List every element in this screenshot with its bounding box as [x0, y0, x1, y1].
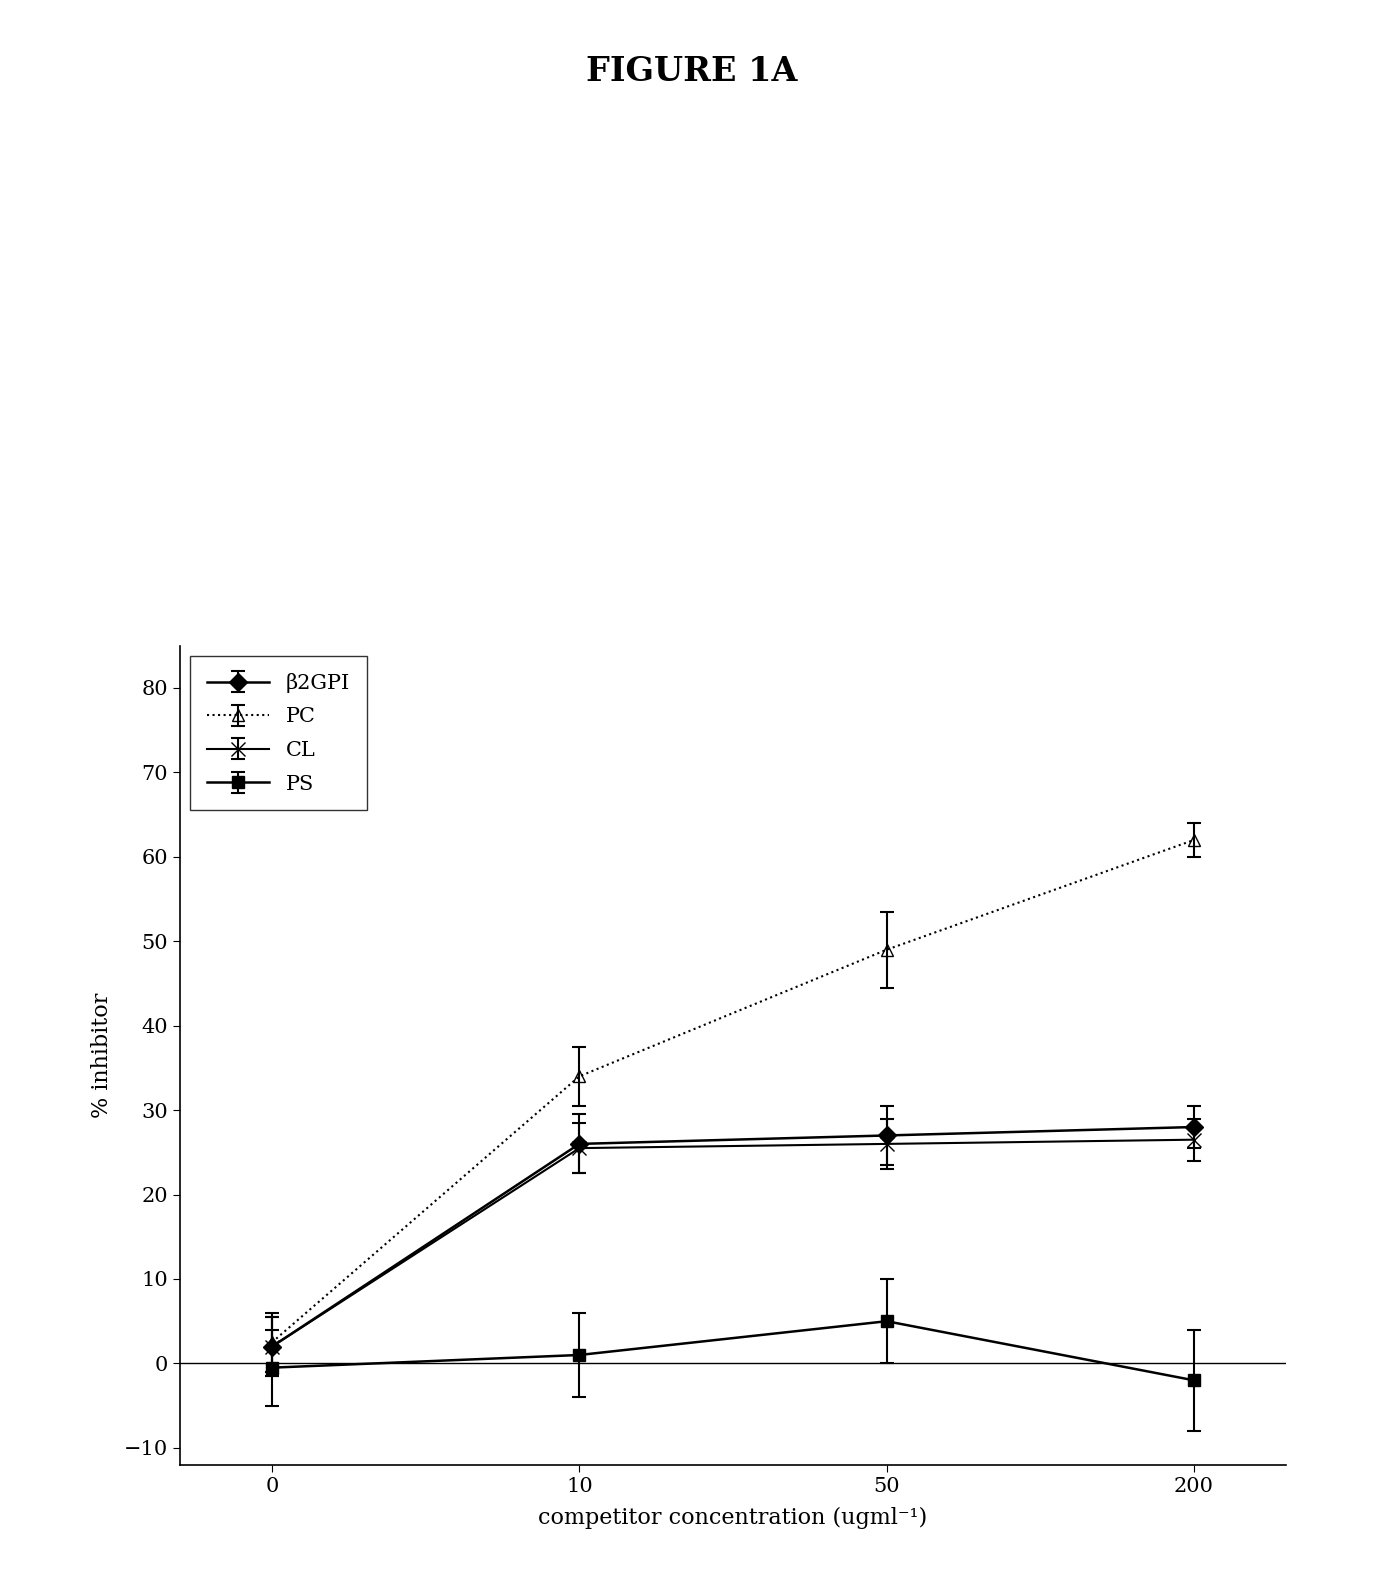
Legend: β2GPI, PC, CL, PS: β2GPI, PC, CL, PS [191, 657, 366, 810]
X-axis label: competitor concentration (ugml⁻¹): competitor concentration (ugml⁻¹) [538, 1507, 928, 1529]
Y-axis label: % inhibitor: % inhibitor [91, 992, 112, 1118]
Text: FIGURE 1A: FIGURE 1A [586, 55, 797, 88]
